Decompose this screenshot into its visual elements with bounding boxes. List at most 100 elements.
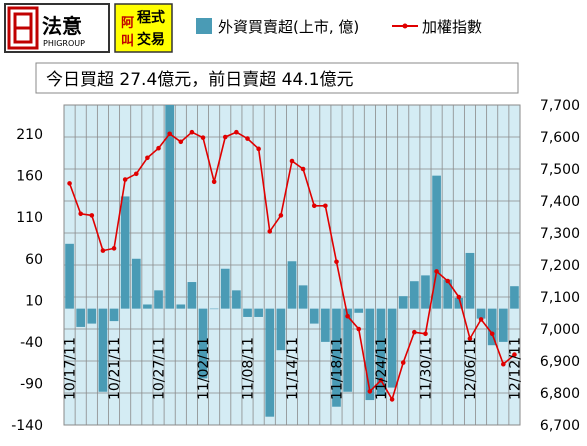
bar-11/16/11	[309, 308, 319, 324]
index-point-11/22/11	[356, 326, 362, 332]
index-point-10/24/11	[122, 177, 128, 182]
index-point-10/19/11	[89, 213, 95, 218]
left-tick-label: -90	[20, 376, 43, 392]
index-point-11/10/11	[267, 229, 273, 234]
bar-11/24/11	[376, 308, 386, 396]
index-point-10/25/11	[133, 171, 139, 177]
logo-chengshi: 阿 叫 程式 交易	[114, 3, 173, 53]
bar-10/24/11	[120, 196, 130, 309]
bar-series	[65, 105, 519, 417]
index-point-11/21/11	[345, 313, 350, 319]
index-point-11/01/11	[189, 129, 195, 135]
index-point-11/29/11	[412, 329, 417, 335]
index-point-10/17/11	[67, 181, 72, 186]
bar-10/20/11	[98, 308, 108, 392]
bar-12/09/11	[498, 308, 508, 342]
logo-chengshi-right-2: 交易	[137, 31, 165, 48]
right-tick-label: 6,800	[540, 386, 580, 402]
index-point-10/27/11	[156, 145, 161, 151]
right-tick-label: 7,200	[540, 258, 580, 274]
right-tick-label: 7,000	[540, 322, 580, 338]
left-tick-label: -40	[20, 335, 43, 351]
x-tick-label: 11/24/11	[374, 337, 390, 400]
index-point-11/14/11	[289, 158, 295, 164]
index-point-10/20/11	[100, 248, 106, 253]
logo-chengshi-right-1: 程式	[137, 9, 165, 26]
bar-11/25/11	[387, 308, 397, 388]
right-tick-label: 7,500	[540, 162, 580, 178]
right-tick-label: 6,900	[540, 354, 580, 370]
bar-12/02/11	[443, 279, 453, 309]
line-series	[67, 129, 517, 402]
bar-10/19/11	[87, 308, 97, 324]
legend-swatch-bars	[196, 18, 212, 34]
left-tick-label: -140	[11, 418, 43, 434]
index-point-11/02/11	[200, 135, 206, 140]
bar-11/04/11	[220, 268, 230, 309]
x-tick-label: 11/30/11	[418, 337, 434, 400]
index-point-11/04/11	[222, 134, 228, 140]
bar-11/08/11	[243, 308, 252, 317]
bar-10/28/11	[165, 105, 174, 309]
summary-text: 今日買超 27.4億元，前日賣超 44.1億元	[46, 70, 354, 90]
logo-fayi-sub: PHIGROUP	[43, 39, 85, 48]
x-tick-label: 11/18/11	[329, 337, 345, 400]
left-axis: 210 160 110 60 10 -40 -90 -140	[11, 127, 43, 434]
index-point-10/26/11	[145, 155, 150, 161]
bar-12/12/11	[510, 286, 519, 309]
bar-12/06/11	[465, 252, 475, 309]
bar-11/17/11	[321, 308, 330, 342]
index-point-12/07/11	[478, 317, 484, 322]
logo-fayi: 法意 PHIGROUP	[4, 3, 110, 53]
bar-10/21/11	[109, 308, 119, 322]
legend: 外資買賣超(上市, 億) 加權指數	[196, 18, 482, 36]
index-point-12/05/11	[456, 294, 462, 300]
index-point-12/08/11	[489, 331, 495, 337]
bar-11/10/11	[265, 308, 275, 417]
index-point-12/12/11	[512, 352, 517, 357]
right-axis: 7,700 7,600 7,500 7,400 7,300 7,200 7,100 7,000…	[540, 98, 580, 434]
left-tick-label: 210	[16, 127, 43, 143]
bar-11/09/11	[254, 308, 263, 317]
bar-12/07/11	[476, 308, 486, 319]
x-axis: 10/17/11 10/21/11 10/27/11 11/02/11 11/08/11…	[63, 337, 524, 400]
index-point-12/06/11	[467, 336, 473, 341]
bar-11/01/11	[187, 282, 197, 309]
bar-11/03/11	[209, 308, 219, 310]
logo-chengshi-left-1: 阿	[121, 16, 134, 31]
index-point-11/11/11	[278, 213, 284, 218]
index-point-10/18/11	[78, 211, 83, 217]
x-tick-label: 10/17/11	[63, 337, 79, 400]
index-point-11/15/11	[300, 166, 306, 172]
index-point-10/31/11	[178, 139, 184, 145]
index-point-12/02/11	[445, 278, 451, 284]
right-tick-label: 7,300	[540, 226, 580, 242]
right-tick-label: 6,700	[540, 418, 580, 434]
right-tick-label: 7,600	[540, 130, 580, 146]
logo-fayi-text: 法意	[42, 14, 82, 38]
x-tick-label: 10/27/11	[152, 337, 168, 400]
legend-swatch-marker	[402, 23, 408, 29]
index-point-11/08/11	[245, 136, 250, 141]
bar-10/18/11	[76, 308, 86, 327]
x-tick-label: 11/14/11	[285, 337, 301, 400]
bar-11/30/11	[421, 275, 430, 309]
left-tick-label: 110	[16, 210, 43, 226]
index-point-12/01/11	[434, 269, 439, 274]
bar-10/27/11	[154, 290, 163, 309]
right-tick-label: 7,400	[540, 194, 580, 210]
index-point-11/18/11	[334, 259, 339, 265]
bar-12/01/11	[432, 175, 441, 309]
x-tick-label: 12/12/11	[507, 337, 523, 400]
bar-10/31/11	[176, 304, 186, 309]
index-point-11/16/11	[311, 203, 317, 209]
left-tick-label: 10	[25, 293, 43, 309]
right-tick-label: 7,700	[540, 98, 580, 114]
x-tick-label: 12/06/11	[463, 337, 479, 400]
bar-11/11/11	[276, 308, 286, 351]
bar-11/14/11	[287, 261, 297, 309]
summary-box: 今日買超 27.4億元，前日賣超 44.1億元	[35, 62, 519, 94]
index-point-11/09/11	[256, 146, 261, 152]
